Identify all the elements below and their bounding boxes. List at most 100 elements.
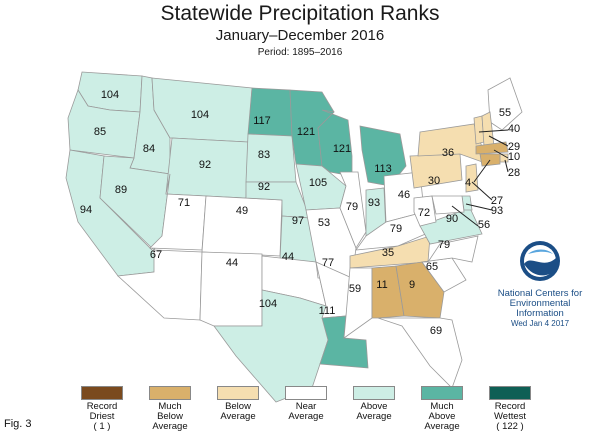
- legend-item-near: Near Average: [274, 386, 338, 422]
- legend-item-much-below: Much Below Average: [138, 386, 202, 432]
- rank-label-ma: 10: [508, 151, 520, 163]
- noaa-logo-icon: [520, 241, 560, 281]
- legend-item-below: Below Average: [206, 386, 270, 422]
- rank-label-mi: 113: [374, 163, 392, 175]
- leader-line-md: [451, 205, 479, 227]
- leader-line-ct: [473, 159, 491, 183]
- legend-item-above: Above Average: [342, 386, 406, 422]
- state-fl: [377, 317, 463, 389]
- legend-swatch: [217, 386, 259, 400]
- legend-label2: Average: [356, 411, 392, 422]
- rank-label-co: 49: [236, 205, 248, 217]
- rank-label-al: 11: [376, 279, 387, 291]
- rank-label-ar: 77: [322, 257, 334, 269]
- legend-label1: Much: [158, 401, 182, 412]
- rank-label-wi: 121: [333, 143, 351, 155]
- legend-count: ( 1 ): [93, 421, 111, 432]
- leader-line-ri: [504, 159, 509, 173]
- leader-line-ma: [493, 149, 509, 159]
- rank-label-ri: 28: [508, 167, 520, 179]
- rank-label-mn: 121: [297, 126, 315, 138]
- rank-label-la: 111: [319, 305, 336, 317]
- rank-label-vt: 40: [508, 123, 520, 135]
- legend-label3: Average: [424, 421, 460, 432]
- rank-label-mo: 53: [318, 217, 330, 229]
- legend-label2: Average: [220, 411, 256, 422]
- leader-line-de: [465, 203, 493, 211]
- state-al: [371, 265, 405, 319]
- rank-label-va: 90: [446, 213, 458, 225]
- rank-label-tx: 104: [259, 298, 277, 310]
- rank-label-nh: 29: [508, 141, 520, 153]
- leader-line-nh: [488, 135, 509, 147]
- rank-label-in: 93: [368, 197, 380, 209]
- rank-label-me: 55: [499, 107, 511, 119]
- map-subtitle: January–December 2016: [215, 27, 385, 44]
- legend-label3: Average: [152, 421, 188, 432]
- rank-label-ca: 94: [80, 204, 92, 216]
- legend-count: ( 122 ): [496, 421, 524, 432]
- rank-label-ny: 36: [442, 147, 454, 159]
- noaa-badge: National Centers for Environmental Infor…: [480, 240, 600, 329]
- state-ny: [417, 123, 489, 165]
- rank-label-de: 93: [491, 205, 503, 217]
- rank-label-ok: 44: [282, 251, 294, 263]
- state-wi: [317, 109, 353, 177]
- rank-label-pa: 30: [428, 175, 440, 187]
- legend-swatch: [489, 386, 531, 400]
- rank-label-ks: 97: [292, 215, 304, 227]
- noaa-line1: National Centers for: [497, 288, 583, 299]
- rank-label-ut: 71: [178, 197, 190, 209]
- rank-label-wv: 72: [418, 207, 430, 219]
- legend-swatch: [81, 386, 123, 400]
- rank-label-ky: 79: [390, 223, 402, 235]
- state-tn: [349, 235, 431, 269]
- figure-label: Fig. 3: [4, 418, 32, 430]
- leader-lines: [451, 129, 509, 227]
- rank-label-fl: 69: [430, 325, 442, 337]
- rank-label-ct: 4: [465, 177, 471, 189]
- rank-label-sc: 65: [426, 261, 438, 273]
- rank-label-tn: 35: [382, 247, 394, 259]
- legend-item-record-wettest: Record Wettest( 122 ): [478, 386, 542, 432]
- state-ma: [475, 141, 509, 155]
- rank-label-oh: 46: [398, 189, 410, 201]
- rank-label-nd: 117: [253, 115, 271, 127]
- rank-label-il: 79: [346, 201, 358, 213]
- legend-label1: Record: [494, 401, 526, 412]
- rank-label-ne: 92: [258, 181, 270, 193]
- legend-label1: Above: [360, 401, 388, 412]
- noaa-line2: Environmental: [509, 298, 571, 309]
- rank-label-nj: 27: [491, 195, 503, 207]
- leader-line-nj: [471, 181, 493, 201]
- rank-label-wy: 92: [199, 159, 211, 171]
- rank-label-or: 85: [94, 126, 106, 138]
- state-nd: [247, 87, 293, 137]
- map-period: Period: 1895–2016: [257, 47, 343, 58]
- legend-item-record-driest: Record Driest( 1 ): [70, 386, 134, 432]
- legend-swatch: [149, 386, 191, 400]
- map-title: Statewide Precipitation Ranks: [160, 2, 440, 25]
- rank-label-mt: 104: [191, 109, 209, 121]
- legend-swatch: [421, 386, 463, 400]
- rank-labels: 1048594848910492716749441178392974410412…: [80, 89, 520, 337]
- state-sd: [245, 133, 297, 183]
- legend-label1: Much: [430, 401, 454, 412]
- rank-label-ms: 59: [349, 283, 361, 295]
- legend-label2: Average: [288, 411, 324, 422]
- rank-label-id: 84: [143, 143, 155, 155]
- rank-label-wa: 104: [101, 89, 119, 101]
- rank-label-ia: 105: [309, 177, 327, 189]
- state-ms: [343, 267, 373, 339]
- legend-label1: Record: [86, 401, 118, 412]
- legend-label2: Driest: [89, 411, 115, 422]
- legend-label1: Below: [225, 401, 251, 412]
- legend-swatch: [353, 386, 395, 400]
- legend-item-much-above: Much Above Average: [410, 386, 474, 432]
- rank-label-ga: 9: [409, 279, 415, 291]
- legend-label1: Near: [295, 401, 317, 412]
- rank-label-az: 67: [150, 249, 162, 261]
- legend-label2: Wettest: [493, 411, 527, 422]
- rank-label-md: 56: [478, 219, 490, 231]
